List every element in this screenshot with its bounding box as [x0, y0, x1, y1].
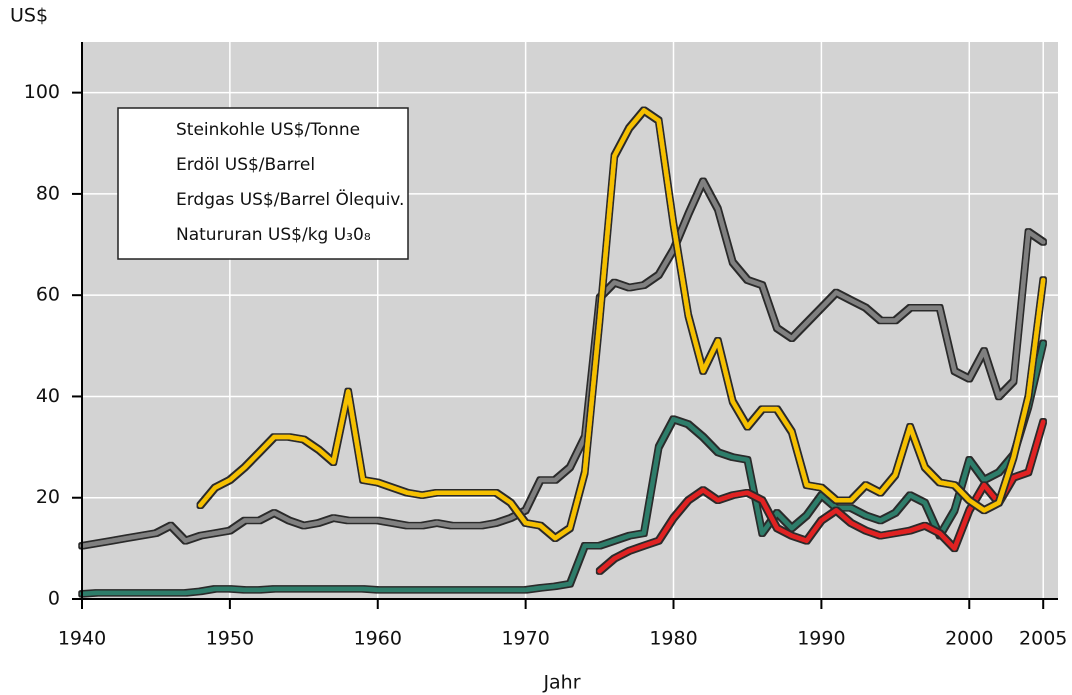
x-tick-label: 1980 — [649, 628, 697, 650]
x-tick-label: 1970 — [501, 628, 549, 650]
series-line — [79, 341, 1046, 597]
legend-box — [117, 107, 409, 260]
x-tick-label: 1960 — [354, 628, 402, 650]
series-line — [198, 108, 1046, 541]
x-tick-label: 2005 — [1019, 628, 1067, 650]
series-line — [79, 179, 1046, 549]
legend-label: Erdgas US$/Barrel Ölequiv. — [176, 188, 404, 210]
legend-label: Steinkohle US$/Tonne — [176, 120, 360, 140]
x-tick-label: 1990 — [797, 628, 845, 650]
x-tick-label: 1950 — [206, 628, 254, 650]
legend-label: Erdöl US$/Barrel — [176, 155, 315, 175]
y-tick-label: 80 — [36, 182, 60, 204]
legend-label: Natururan US$/kg U₃0₈ — [176, 225, 371, 245]
x-axis-label: Jahr — [542, 672, 580, 694]
y-tick-label: 60 — [36, 284, 60, 306]
x-tick-label: 2000 — [945, 628, 993, 650]
y-tick-label: 40 — [36, 385, 60, 407]
y-axis-label: US$ — [10, 5, 48, 27]
x-tick-label: 1940 — [58, 628, 106, 650]
y-tick-label: 0 — [48, 588, 60, 610]
y-tick-label: 100 — [24, 81, 60, 103]
series-line — [597, 419, 1046, 574]
y-tick-label: 20 — [36, 486, 60, 508]
